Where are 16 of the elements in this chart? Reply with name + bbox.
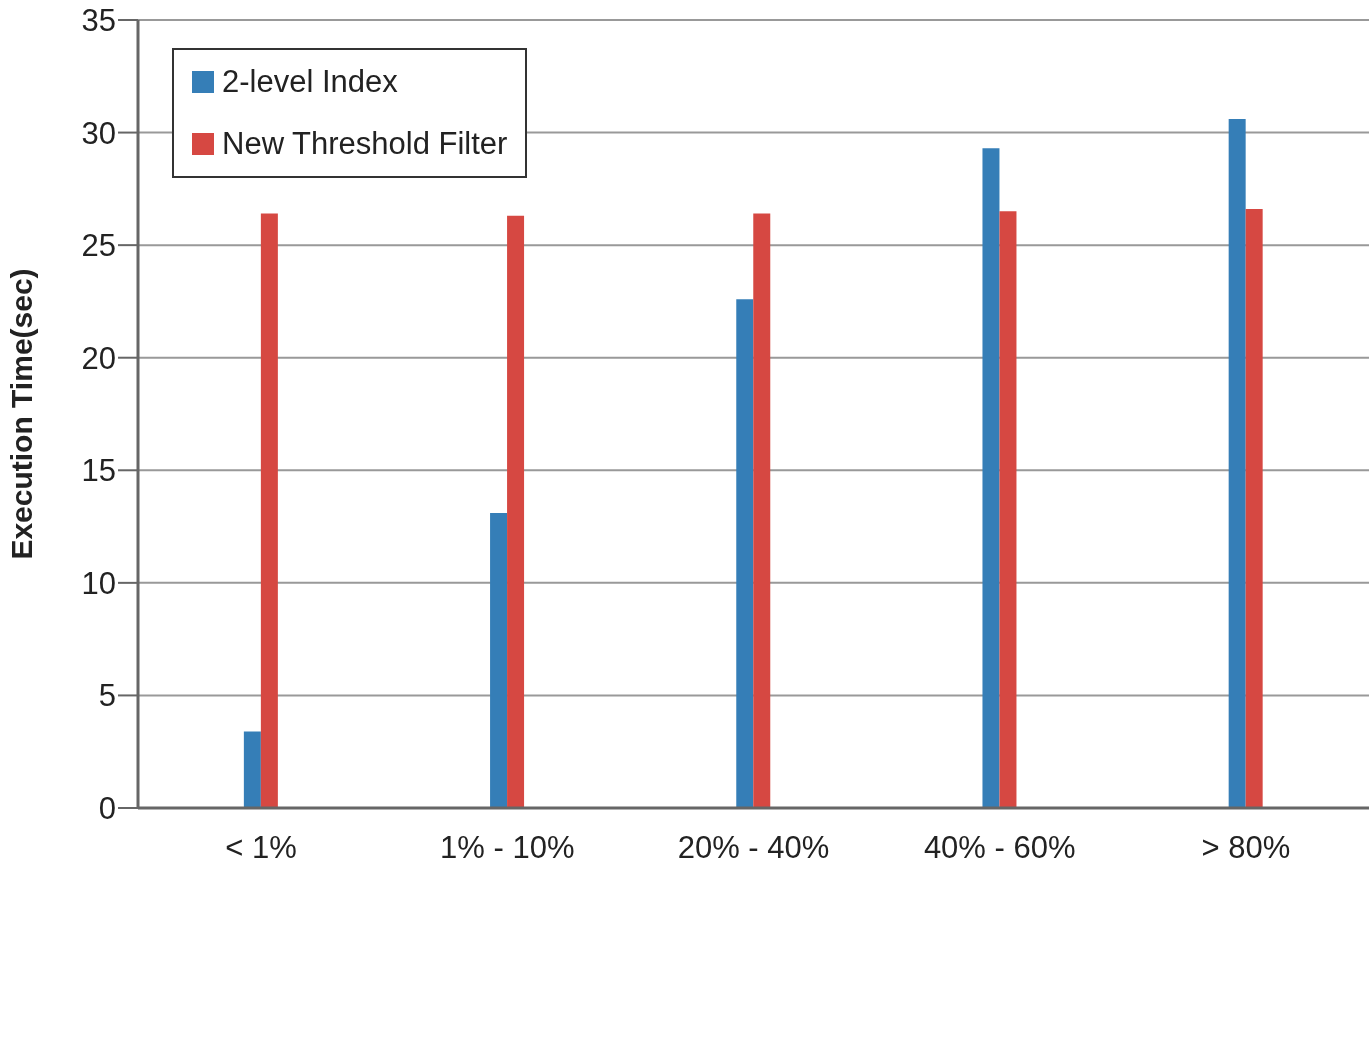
y-tick-label: 0	[98, 791, 116, 827]
y-tick-label: 10	[81, 565, 116, 601]
y-tick-label: 25	[81, 228, 116, 264]
x-tick-label: 20% - 40%	[677, 830, 830, 866]
x-tick-label: 1% - 10%	[440, 830, 575, 866]
x-tick-label: < 1%	[225, 830, 297, 866]
y-tick-label: 5	[98, 678, 116, 714]
y-axis-title: Execution Time(sec)	[4, 268, 38, 560]
legend-label: 2-level Index	[222, 64, 398, 100]
y-tick-label: 20	[81, 340, 116, 376]
x-tick-label: > 80%	[1201, 830, 1291, 866]
y-tick-label: 30	[81, 115, 116, 151]
x-tick-label: 40% - 60%	[923, 830, 1076, 866]
legend-label: New Threshold Filter	[222, 126, 508, 162]
y-tick-label: 35	[81, 3, 116, 39]
y-tick-label: 15	[81, 453, 116, 489]
